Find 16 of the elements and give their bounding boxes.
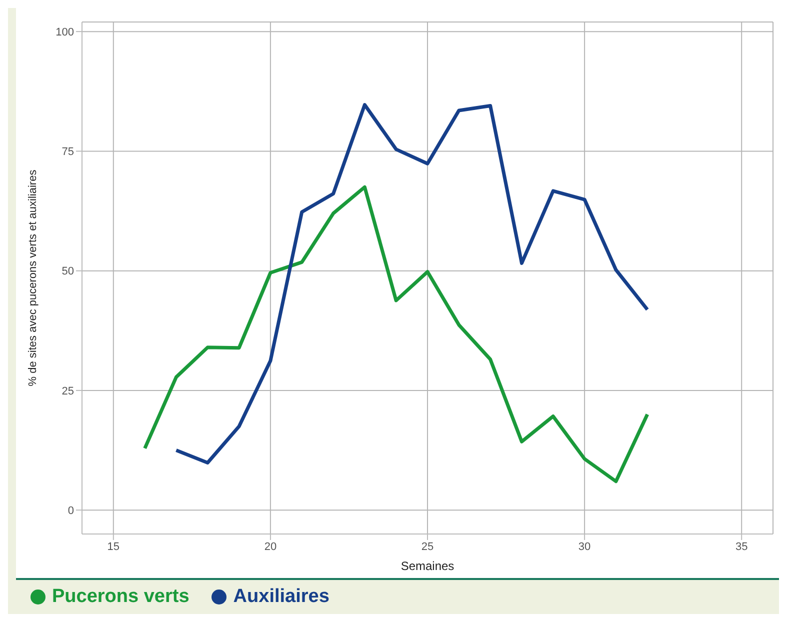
y-axis-title: % de sites avec pucerons verts et auxiliaires	[26, 169, 39, 386]
legend-label: Auxiliaires	[232, 586, 330, 608]
y-tick-label: 50	[62, 266, 74, 278]
x-axis-title: Semaines	[400, 559, 454, 573]
x-tick-label: 35	[735, 540, 748, 553]
line-series	[174, 103, 650, 464]
x-tick-label: 15	[107, 540, 120, 553]
x-tick-label: 30	[578, 540, 591, 553]
y-tick-label: 0	[68, 504, 74, 517]
legend-label: Pucerons verts	[51, 586, 190, 608]
y-tick-label: 25	[62, 385, 74, 398]
line-series	[143, 185, 650, 484]
y-tick-label: 75	[62, 146, 74, 158]
x-tick-label: 25	[421, 540, 434, 553]
y-tick-label: 100	[56, 26, 74, 38]
x-tick-label: 20	[264, 540, 277, 553]
